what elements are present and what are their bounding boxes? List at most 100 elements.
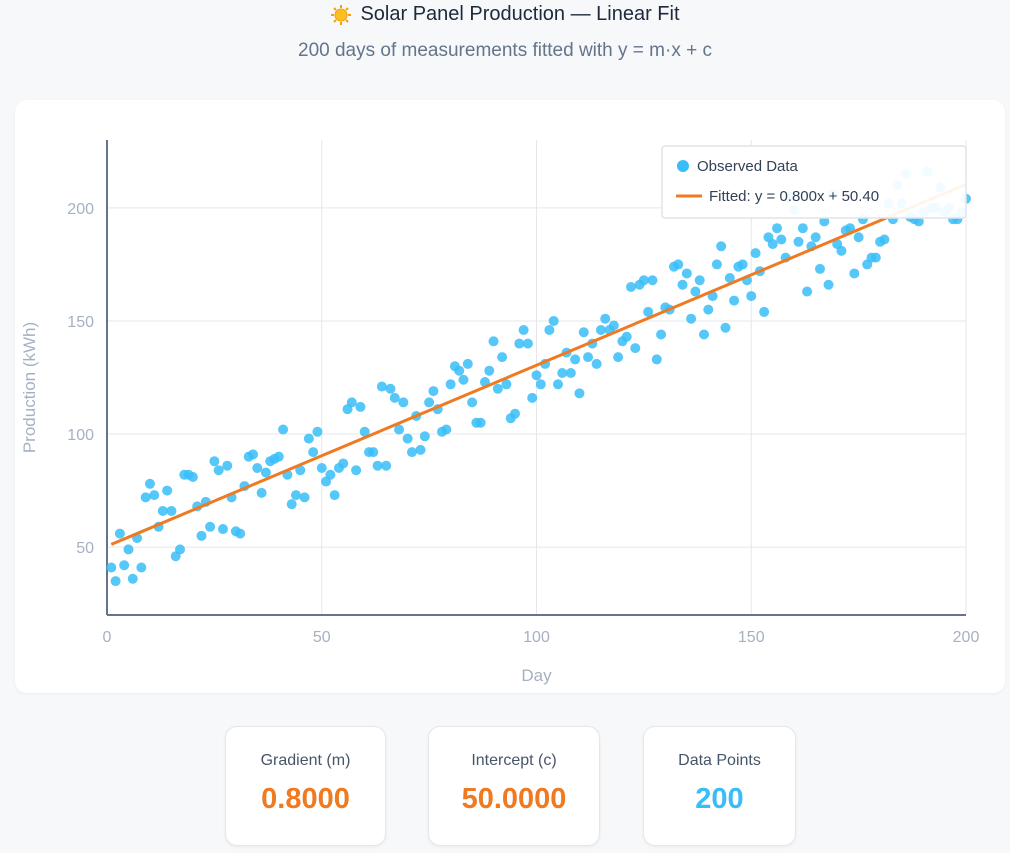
data-point [299, 492, 310, 503]
data-point [595, 325, 606, 335]
data-point [699, 329, 710, 340]
data-point [746, 291, 757, 302]
data-point [613, 352, 624, 363]
data-point [372, 460, 383, 471]
chart-grid [107, 140, 967, 615]
data-point [514, 338, 525, 349]
gradient-value: 0.8000 [261, 783, 350, 815]
data-point [488, 336, 499, 347]
data-point [591, 358, 602, 369]
data-point [114, 528, 125, 539]
data-point [686, 313, 697, 324]
data-point [836, 245, 847, 256]
data-point [690, 286, 701, 297]
data-point [544, 325, 555, 335]
chart-legend[interactable]: Observed Data Fitted: y = 0.800x + 50.40 [661, 145, 967, 219]
data-point [475, 417, 486, 428]
y-tick-label: 50 [76, 540, 94, 557]
data-point [149, 490, 160, 501]
data-point [716, 241, 727, 252]
data-point [308, 447, 319, 458]
data-point [647, 275, 658, 286]
data-point [359, 426, 370, 437]
data-point [295, 465, 306, 476]
legend-box [661, 145, 967, 219]
data-point [398, 397, 409, 408]
y-tick-label: 200 [67, 201, 94, 218]
data-point [424, 397, 435, 408]
data-point [252, 462, 263, 473]
data-point [351, 465, 362, 476]
data-point [810, 232, 821, 243]
data-point [106, 562, 117, 573]
data-point [248, 449, 259, 460]
data-point [630, 343, 641, 354]
data-point [849, 268, 860, 279]
data-point [518, 325, 529, 335]
data-point [389, 392, 400, 403]
intercept-value: 50.0000 [461, 783, 567, 815]
data-point [454, 365, 465, 376]
data-point [510, 408, 521, 419]
data-point [441, 424, 452, 435]
data-point [694, 275, 705, 286]
data-point [793, 236, 804, 247]
data-point [913, 216, 924, 227]
page-subtitle: 200 days of measurements fitted with y =… [298, 40, 712, 61]
data-point [574, 388, 585, 399]
data-point [638, 275, 649, 286]
data-point [643, 306, 654, 317]
scatter-chart: 0 50 100 150 200 50 100 150 200 Day Production (… [20, 140, 979, 685]
data-point [879, 234, 890, 245]
data-point [651, 354, 662, 365]
data-point [578, 327, 589, 338]
sun-icon [330, 4, 352, 26]
data-point [462, 358, 473, 369]
data-point [492, 383, 503, 394]
y-tick-label: 150 [67, 314, 94, 331]
data-point [346, 397, 357, 408]
data-point [853, 232, 864, 243]
data-point [673, 259, 684, 270]
data-point [522, 338, 533, 349]
data-point [677, 279, 688, 290]
data-point [110, 576, 121, 587]
data-point [175, 544, 186, 555]
y-tick-label: 100 [67, 427, 94, 444]
gradient-label: Gradient (m) [260, 752, 351, 769]
data-point [776, 234, 787, 245]
data-point [166, 505, 177, 516]
x-tick-label: 100 [523, 629, 550, 646]
data-point [376, 381, 387, 392]
data-point [419, 431, 430, 442]
data-point [127, 573, 138, 584]
data-point [600, 313, 611, 324]
legend-observed-marker [677, 160, 689, 172]
y-axis-label: Production (kWh) [20, 322, 39, 453]
data-point [583, 352, 594, 363]
data-point [720, 322, 731, 333]
intercept-card: Intercept (c) 50.0000 [428, 726, 600, 846]
data-point [870, 252, 881, 263]
data-point [497, 352, 508, 363]
chart-ticks: 0 50 100 150 200 50 100 150 200 [67, 201, 979, 646]
data-point [162, 485, 173, 496]
data-point [368, 447, 379, 458]
data-point [531, 370, 542, 381]
data-points-label: Data Points [678, 752, 761, 769]
data-point [406, 447, 417, 458]
data-point [338, 458, 349, 469]
data-point [119, 560, 130, 571]
data-point [209, 456, 220, 467]
chart-axes [106, 140, 966, 616]
data-point [312, 426, 323, 437]
legend-observed-label: Observed Data [697, 158, 799, 175]
data-point [484, 365, 495, 376]
legend-fitted-label: Fitted: y = 0.800x + 50.40 [709, 188, 879, 205]
data-point [557, 367, 568, 378]
data-point [256, 487, 267, 498]
data-point [415, 444, 426, 455]
data-point [552, 379, 563, 390]
data-point [767, 239, 778, 250]
data-point [385, 383, 396, 394]
